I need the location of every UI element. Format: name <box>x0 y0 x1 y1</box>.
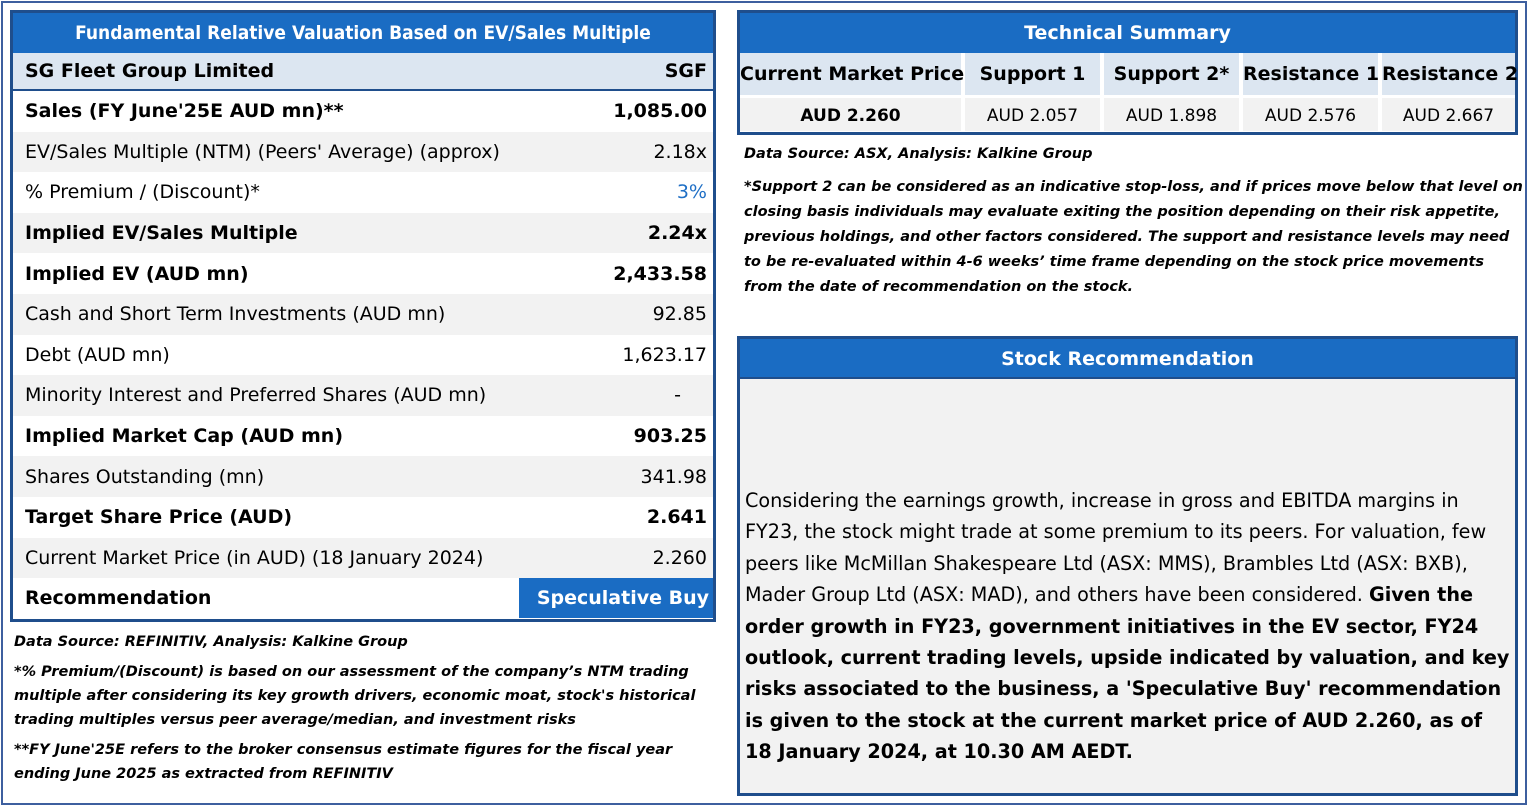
header-current-price: Current Market Price <box>740 53 965 95</box>
valuation-source: Data Source: REFINITIV, Analysis: Kalkin… <box>14 634 408 650</box>
table-row: Cash and Short Term Investments (AUD mn)… <box>13 293 713 335</box>
premium-note: *% Premium/(Discount) is based on our as… <box>14 664 696 728</box>
row-value: - <box>674 384 681 407</box>
value-resistance-2: AUD 2.667 <box>1382 95 1515 131</box>
recommendation-text-regular: Considering the earnings growth, increas… <box>745 489 1487 607</box>
table-row: Shares Outstanding (mn) 341.98 <box>13 456 713 497</box>
row-value: 1,623.17 <box>622 343 707 366</box>
header-support-2: Support 2* <box>1104 53 1243 95</box>
recommendation-text: Considering the earnings growth, increas… <box>745 485 1515 768</box>
technical-notes: Data Source: ASX, Analysis: Kalkine Grou… <box>744 142 1524 300</box>
company-row: SG Fleet Group Limited SGF <box>13 53 713 91</box>
table-row: Implied EV (AUD mn) 2,433.58 <box>13 253 713 294</box>
valuation-notes: Data Source: REFINITIV, Analysis: Kalkin… <box>14 630 714 792</box>
row-value: 2.24x <box>647 222 707 245</box>
recommendation-title: Stock Recommendation <box>740 339 1515 379</box>
value-support-1: AUD 2.057 <box>965 95 1104 131</box>
table-row: Implied EV/Sales Multiple 2.24x <box>13 212 713 254</box>
recommendation-text-bold: Given the order growth in FY23, governme… <box>745 583 1510 764</box>
row-label: Shares Outstanding (mn) <box>25 465 265 488</box>
table-row: Implied Market Cap (AUD mn) 903.25 <box>13 416 713 457</box>
table-row: % Premium / (Discount)* 3% <box>13 172 713 213</box>
row-label: Minority Interest and Preferred Shares (… <box>25 384 487 407</box>
table-row: EV/Sales Multiple (NTM) (Peers' Average)… <box>13 131 713 173</box>
row-value: 2.18x <box>653 140 707 163</box>
row-label: Implied EV/Sales Multiple <box>25 222 298 245</box>
row-label: Current Market Price (in AUD) (18 Januar… <box>25 546 484 569</box>
row-value: 2.641 <box>646 506 707 529</box>
valuation-table: Fundamental Relative Valuation Based on … <box>10 10 716 622</box>
table-row: Current Market Price (in AUD) (18 Januar… <box>13 537 713 579</box>
row-label: Implied EV (AUD mn) <box>25 262 249 285</box>
header-resistance-1: Resistance 1 <box>1243 53 1382 95</box>
valuation-title: Fundamental Relative Valuation Based on … <box>13 13 713 53</box>
value-current-price: AUD 2.260 <box>740 95 965 131</box>
table-row: Recommendation Speculative Buy <box>13 578 713 619</box>
row-label: Cash and Short Term Investments (AUD mn) <box>25 303 446 326</box>
row-value: 2.260 <box>652 546 707 569</box>
table-row: Minority Interest and Preferred Shares (… <box>13 375 713 416</box>
row-label: Target Share Price (AUD) <box>25 506 293 529</box>
row-value: 903.25 <box>633 425 707 448</box>
technical-summary-table: Technical Summary Current Market Price S… <box>737 10 1518 135</box>
recommendation-badge: Speculative Buy <box>518 578 713 619</box>
technical-source: Data Source: ASX, Analysis: Kalkine Grou… <box>744 146 1093 162</box>
support-note: *Support 2 can be considered as an indic… <box>744 179 1523 295</box>
value-support-2: AUD 1.898 <box>1104 95 1243 131</box>
table-row: Target Share Price (AUD) 2.641 <box>13 497 713 538</box>
row-label: Debt (AUD mn) <box>25 343 170 366</box>
row-value: 2,433.58 <box>613 262 707 285</box>
row-label: Implied Market Cap (AUD mn) <box>25 425 344 448</box>
row-label: % Premium / (Discount)* <box>25 181 260 204</box>
header-support-1: Support 1 <box>965 53 1104 95</box>
technical-title: Technical Summary <box>740 13 1515 53</box>
stock-recommendation-box: Stock Recommendation Considering the ear… <box>737 336 1518 796</box>
company-name: SG Fleet Group Limited <box>25 60 275 82</box>
row-label: Recommendation <box>25 587 212 610</box>
value-resistance-1: AUD 2.576 <box>1243 95 1382 131</box>
row-label: Sales (FY June'25E AUD mn)** <box>25 100 344 123</box>
row-value: 92.85 <box>652 303 707 326</box>
table-row: Debt (AUD mn) 1,623.17 <box>13 335 713 376</box>
header-resistance-2: Resistance 2 <box>1382 53 1518 95</box>
ticker: SGF <box>664 60 707 82</box>
row-value: 341.98 <box>640 465 707 488</box>
fy-note: **FY June'25E refers to the broker conse… <box>14 742 673 782</box>
row-value: 3% <box>676 181 707 204</box>
table-row: Sales (FY June'25E AUD mn)** 1,085.00 <box>13 91 713 132</box>
row-value: 1,085.00 <box>613 100 707 123</box>
row-label: EV/Sales Multiple (NTM) (Peers' Average)… <box>25 140 500 163</box>
